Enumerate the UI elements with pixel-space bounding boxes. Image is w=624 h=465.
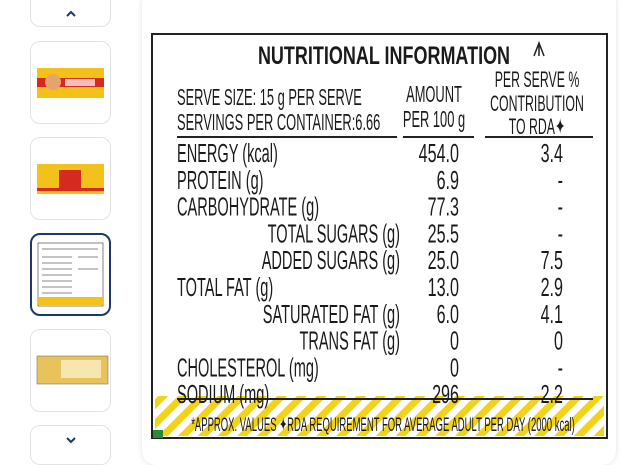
amount-per-100g: 25.5 — [428, 218, 459, 248]
column-header: AMOUNT — [406, 81, 462, 107]
label-title: NUTRITIONAL INFORMATION — [258, 41, 510, 70]
rda-percent: 3.4 — [541, 138, 563, 168]
rda-percent: 2.9 — [541, 272, 563, 302]
serve-size: SERVE SIZE: 15 g PER SERVE — [177, 84, 362, 110]
up-icon — [66, 10, 76, 17]
rda-percent: - — [558, 192, 563, 222]
amount-per-100g: 0 — [450, 352, 459, 382]
rda-percent: - — [558, 218, 563, 248]
footnote: *APPROX. VALUES ✦RDA REQUIREMENT FOR AVE… — [191, 415, 575, 437]
rda-percent: 0 — [554, 326, 563, 356]
label-frame — [151, 33, 608, 439]
hazard-stripes — [155, 396, 604, 436]
amount-per-100g: 6.9 — [437, 165, 459, 195]
nutrient-name: ENERGY (kcal) — [177, 140, 278, 168]
amount-per-100g: 296 — [432, 379, 459, 409]
nutrient-name: SODIUM (mg) — [177, 381, 269, 409]
symbol — [533, 40, 545, 57]
down-icon — [66, 437, 76, 444]
amount-per-100g: 454.0 — [419, 138, 459, 168]
rda-percent: - — [558, 352, 563, 382]
amount-per-100g: 25.0 — [428, 245, 459, 275]
page: NUTRITIONAL INFORMATION SERVE SIZE: 15 g … — [30, 0, 608, 465]
amount-per-100g: 13.0 — [428, 272, 459, 302]
nutrient-name: ADDED SUGARS (g) — [262, 247, 400, 275]
thumbnail[interactable] — [30, 329, 111, 412]
nutrient-name: TOTAL FAT (g) — [177, 274, 273, 302]
amount-per-100g: 0 — [450, 326, 459, 356]
nutrition-label-image: NUTRITIONAL INFORMATION SERVE SIZE: 15 g … — [151, 33, 608, 439]
amount-per-100g: 6.0 — [437, 299, 459, 329]
rda-percent: 7.5 — [541, 245, 563, 275]
veg-mark — [153, 430, 163, 438]
thumbnail-selected[interactable] — [30, 233, 111, 316]
thumbnail-image — [37, 68, 104, 98]
nutrient-name: TOTAL SUGARS (g) — [268, 220, 400, 248]
column-header: PER 100 g — [403, 106, 465, 132]
rda-percent: - — [558, 165, 563, 195]
nutrient-name: PROTEIN (g) — [177, 167, 264, 195]
amount-per-100g: 77.3 — [428, 192, 459, 222]
rda-percent: 4.1 — [541, 299, 563, 329]
servings: SERVINGS PER CONTAINER:6.66 — [177, 109, 380, 135]
thumbnail-image — [37, 164, 104, 194]
nutrient-name: TRANS FAT (g) — [299, 327, 400, 355]
thumbnail[interactable] — [30, 137, 111, 220]
nutrient-name: SATURATED FAT (g) — [263, 301, 400, 329]
nutrient-name: CHOLESTEROL (mg) — [177, 354, 319, 382]
rda-percent: 2.2 — [541, 379, 563, 409]
scroll-up-button[interactable] — [30, 0, 111, 27]
column-header: CONTRIBUTION — [490, 91, 584, 116]
thumbnail-image — [36, 355, 109, 385]
column-header: TO RDA✦ — [509, 114, 566, 139]
thumbnail[interactable] — [30, 41, 111, 124]
column-header: PER SERVE % — [495, 67, 580, 92]
nutrient-name: CARBOHYDRATE (g) — [177, 193, 319, 221]
thumbnail-image — [37, 242, 104, 307]
